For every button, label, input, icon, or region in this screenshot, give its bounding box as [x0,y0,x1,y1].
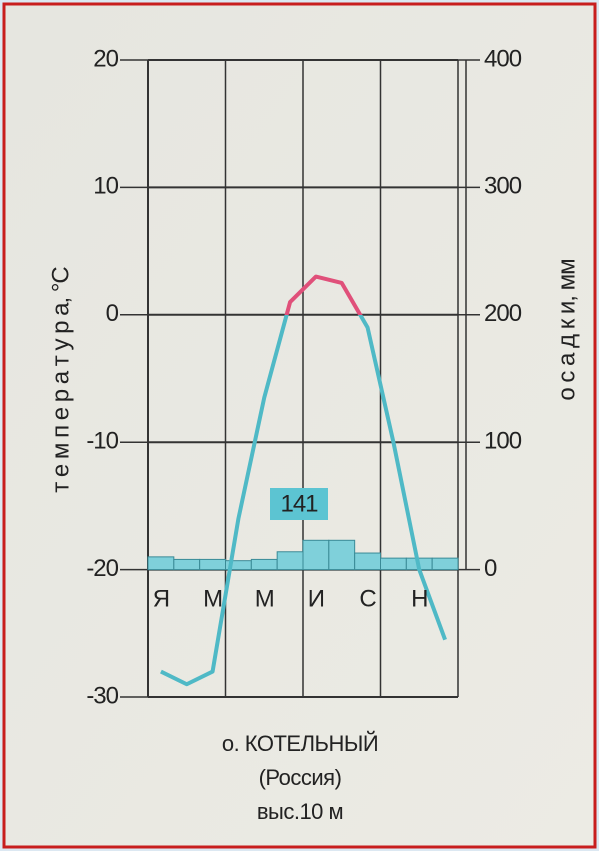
precipitation-bar [276,551,304,571]
y2-tick-label: 200 [484,300,522,327]
precipitation-bar [250,558,278,571]
x-tick-label: М [203,585,222,612]
x-tick-label: С [359,585,376,612]
precipitation-bar [328,539,356,571]
precipitation-bar [199,558,227,571]
precipitation-bar [380,557,407,571]
y-tick-label: 0 [106,300,119,327]
y2-tick-label: 400 [484,45,522,72]
precipitation-bar [354,552,381,571]
x-tick-label: Н [411,585,427,612]
temperature-line [160,274,447,687]
y2-axis-label: о с а д к и, мм [553,259,580,400]
y-axis-label: т е м п е р а т у р а, °С [47,267,74,493]
y-tick-label: -30 [86,682,118,709]
y-tick-label: 20 [93,45,118,72]
precipitation-bar [431,557,459,571]
caption: выс.10 м [257,799,343,824]
y-tick-label: -10 [86,428,118,455]
y-tick-label: 10 [93,173,118,200]
precipitation-bar [302,539,330,571]
x-tick-label: И [308,585,324,612]
caption: (Россия) [259,765,342,790]
x-tick-label: М [255,585,274,612]
y-tick-label: -20 [86,555,118,582]
caption: о. КОТЕЛЬНЫЙ [222,731,378,756]
precipitation-bar [147,556,175,571]
y2-tick-label: 0 [484,555,497,582]
y2-tick-label: 100 [484,428,522,455]
y2-tick-label: 300 [484,173,522,200]
annotation-box [270,488,328,520]
annotation: 141 [280,490,318,517]
x-tick-label: Я [153,585,169,612]
precipitation-bar [173,558,201,571]
